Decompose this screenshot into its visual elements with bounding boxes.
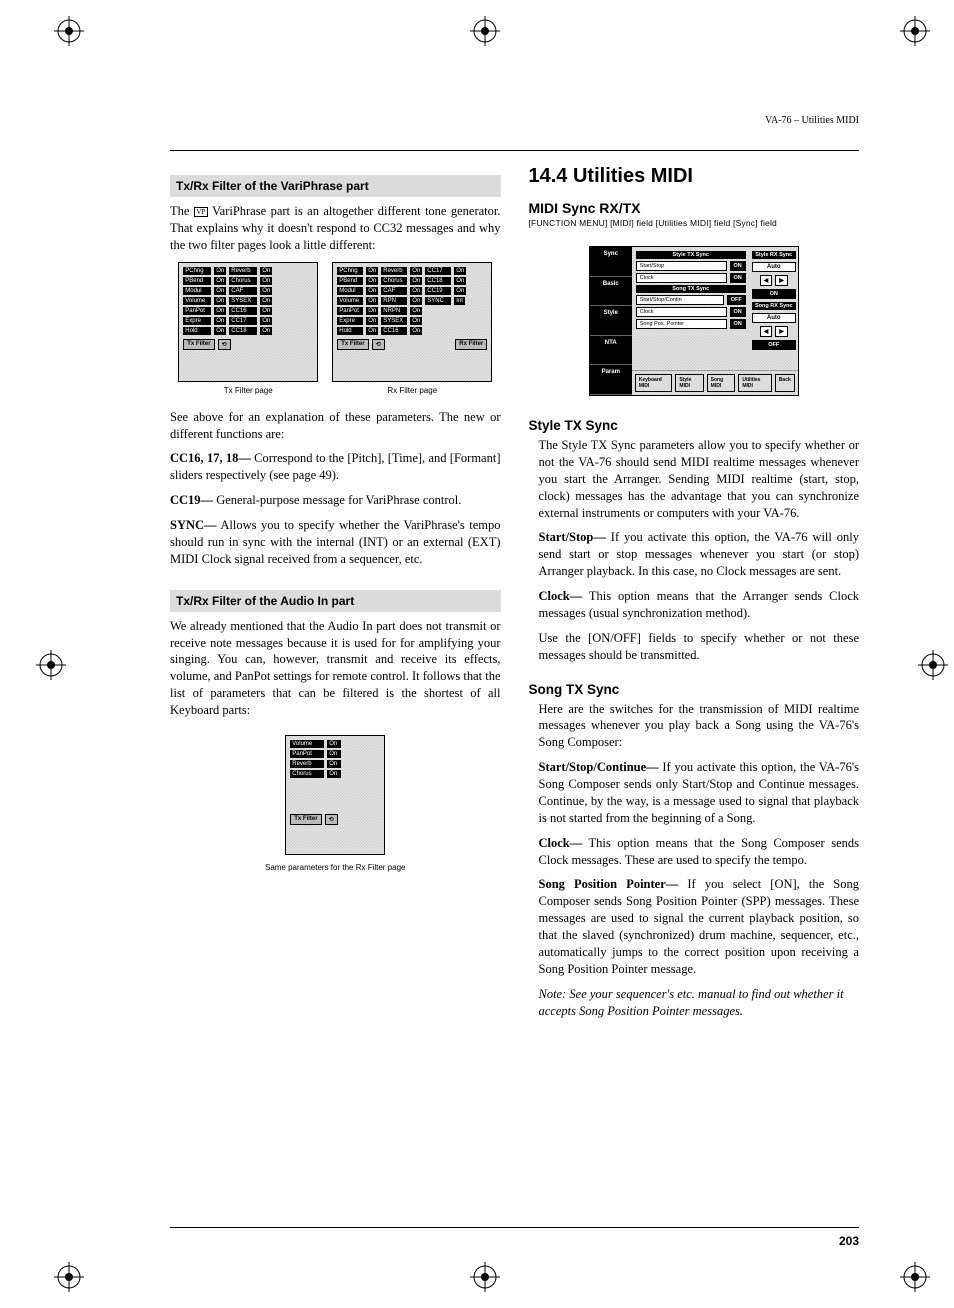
section-heading-variphrase: Tx/Rx Filter of the VariPhrase part (170, 175, 501, 197)
term-label: Clock— (539, 589, 583, 603)
lcd-value: ON (730, 307, 746, 317)
paragraph: The VP VariPhrase part is an altogether … (170, 203, 501, 254)
caption: Tx Filter page (178, 386, 318, 395)
footer-rule (170, 1227, 859, 1229)
note: Note: See your sequencer's etc. manual t… (539, 986, 860, 1020)
lcd-rx-filter: PChngOnReverbOnCC17OnPBendOnChorusOnCC18… (332, 262, 492, 382)
lcd-field: Clock (636, 273, 727, 283)
lcd-utilities-midi: SyncBasicStyleNTAParam Style TX Sync Sta… (589, 246, 799, 396)
lcd-main-panel: Style TX Sync Start/StopON ClockON Song … (632, 247, 750, 370)
subsection-style-tx: Style TX Sync (529, 418, 860, 433)
crop-mark-icon (470, 1262, 500, 1292)
text: This option means that the Arranger send… (539, 589, 860, 620)
arrow-right-icon: ▶ (775, 326, 788, 337)
arrow-right-icon: ▶ (775, 275, 788, 286)
breadcrumb: [FUNCTION MENU] [MIDI] field [Utilities … (529, 218, 860, 228)
paragraph: Start/Stop/Continue— If you activate thi… (539, 759, 860, 827)
paragraph: SYNC— Allows you to specify whether the … (170, 517, 501, 568)
arrow-left-icon: ◀ (760, 275, 773, 286)
page-number: 203 (839, 1234, 859, 1248)
lcd-header: Style RX Sync (752, 251, 796, 259)
subsection-midi-sync: MIDI Sync RX/TX (529, 200, 860, 216)
paragraph: The Style TX Sync parameters allow you t… (539, 437, 860, 521)
crop-mark-icon (470, 16, 500, 46)
lcd-tx-filter: PChngOnReverbOnPBendOnChorusOnModulOnCAF… (178, 262, 318, 382)
left-column: Tx/Rx Filter of the VariPhrase part The … (170, 165, 501, 1027)
lcd-value: Auto (752, 262, 796, 272)
section-heading-audioin: Tx/Rx Filter of the Audio In part (170, 590, 501, 612)
paragraph: CC19— General-purpose message for VariPh… (170, 492, 501, 509)
text: This option means that the Song Composer… (539, 836, 860, 867)
paragraph: Use the [ON/OFF] fields to specify wheth… (539, 630, 860, 664)
term-label: Start/Stop— (539, 530, 606, 544)
lcd-header: Song RX Sync (752, 302, 796, 310)
section-heading-utilities: 14.4 Utilities MIDI (529, 165, 860, 188)
text: If you select [ON], the Song Composer se… (539, 877, 860, 975)
subsection-song-tx: Song TX Sync (529, 682, 860, 697)
term-label: CC19— (170, 493, 213, 507)
paragraph: Clock— This option means that the Song C… (539, 835, 860, 869)
term-label: CC16, 17, 18— (170, 451, 251, 465)
lcd-value: ON (730, 261, 746, 271)
crop-mark-icon (54, 1262, 84, 1292)
text: VariPhrase part is an altogether differe… (170, 204, 501, 252)
crop-mark-icon (54, 16, 84, 46)
lcd-value: OFF (752, 340, 796, 350)
paragraph: Clock— This option means that the Arrang… (539, 588, 860, 622)
variphrase-icon: VP (194, 207, 208, 217)
term-label: Start/Stop/Continue— (539, 760, 659, 774)
term-label: SYNC— (170, 518, 217, 532)
running-head: VA-76 – Utilities MIDI (765, 115, 859, 126)
text: General-purpose message for VariPhrase c… (213, 493, 461, 507)
text: Allows you to specify whether the VariPh… (170, 518, 501, 566)
lcd-value: ON (730, 319, 746, 329)
lcd-field: Start/Stop (636, 261, 727, 271)
lcd-value: ON (730, 273, 746, 283)
paragraph: See above for an explanation of these pa… (170, 409, 501, 443)
paragraph: Start/Stop— If you activate this option,… (539, 529, 860, 580)
paragraph: Here are the switches for the transmissi… (539, 701, 860, 752)
lcd-value: Auto (752, 313, 796, 323)
lcd-header: Song TX Sync (636, 285, 746, 293)
lcd-side-tabs: SyncBasicStyleNTAParam (590, 247, 632, 395)
crop-mark-icon (900, 1262, 930, 1292)
lcd-value: OFF (727, 295, 746, 305)
lcd-field: Song Pos. Pointer (636, 319, 727, 329)
lcd-field: Clock (636, 307, 727, 317)
crop-mark-icon (36, 650, 66, 680)
header-rule (170, 150, 859, 151)
crop-mark-icon (918, 650, 948, 680)
lcd-bottom-tabs: Keyboard MIDIStyle MIDISong MIDIUtilitie… (632, 370, 798, 395)
lcd-header: Style TX Sync (636, 251, 746, 259)
paragraph: CC16, 17, 18— Correspond to the [Pitch],… (170, 450, 501, 484)
lcd-right-panel: Style RX Sync Auto ◀▶ ON Song RX Sync Au… (750, 247, 798, 370)
lcd-value: ON (752, 289, 796, 299)
caption: Rx Filter page (332, 386, 492, 395)
lcd-audio-filter: VolumeOnPanPotOnReverbOnChorusOnTx Filte… (285, 735, 385, 855)
right-column: 14.4 Utilities MIDI MIDI Sync RX/TX [FUN… (529, 165, 860, 1027)
crop-mark-icon (900, 16, 930, 46)
paragraph: We already mentioned that the Audio In p… (170, 618, 501, 719)
term-label: Clock— (539, 836, 583, 850)
lcd-field: Start/Stop/Contin (636, 295, 724, 305)
caption: Same parameters for the Rx Filter page (170, 863, 501, 872)
term-label: Song Position Pointer— (539, 877, 679, 891)
text: The (170, 204, 194, 218)
paragraph: Song Position Pointer— If you select [ON… (539, 876, 860, 977)
arrow-left-icon: ◀ (760, 326, 773, 337)
